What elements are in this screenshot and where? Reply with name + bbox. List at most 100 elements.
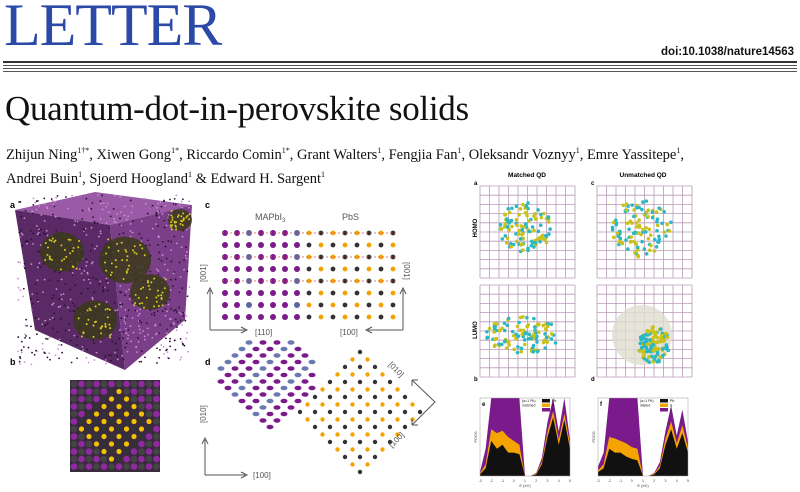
- lattice-atom: [287, 353, 295, 358]
- qd-atom: [174, 224, 177, 227]
- lattice-atom: [17, 298, 20, 301]
- lattice-atom: [150, 313, 153, 316]
- lattice-atom: [60, 343, 63, 346]
- perovskite-atom: [108, 380, 115, 388]
- orbital-lobe: [523, 342, 527, 347]
- lattice-atom: [58, 344, 60, 346]
- lattice-atom: [136, 351, 138, 353]
- qd-atom: [146, 418, 152, 425]
- lattice-atom: [116, 309, 119, 311]
- orbital-lobe: [511, 333, 516, 338]
- lattice-atom: [59, 305, 62, 308]
- lattice-atom: [365, 357, 370, 362]
- lattice-atom: [54, 354, 57, 357]
- lattice-atom: [179, 319, 182, 322]
- lattice-atom: [354, 290, 360, 296]
- perovskite-atom: [138, 463, 145, 470]
- lattice-atom: [222, 230, 228, 236]
- perovskite-atom: [153, 425, 160, 433]
- qd-atom: [188, 218, 191, 221]
- lattice-atom: [335, 447, 340, 452]
- lattice-atom: [19, 357, 22, 360]
- lattice-atom: [172, 285, 174, 288]
- lattice-atom: [222, 290, 228, 296]
- lattice-atom: [37, 228, 40, 231]
- lattice-atom: [54, 215, 57, 218]
- lattice-atom: [246, 254, 252, 260]
- qd-atom: [69, 238, 72, 241]
- lattice-atom: [350, 447, 355, 452]
- lattice-atom: [158, 236, 160, 239]
- qd-atom: [179, 222, 182, 225]
- lattice-atom: [320, 402, 325, 407]
- qd-atom: [116, 396, 122, 402]
- lattice-atom: [99, 340, 102, 343]
- lattice-atom: [156, 332, 158, 335]
- doi-link[interactable]: doi:10.1038/nature14563: [661, 46, 794, 58]
- lattice-atom: [176, 321, 179, 323]
- lattice-atom: [69, 310, 72, 312]
- lattice-atom: [234, 266, 240, 272]
- lattice-atom: [120, 305, 123, 308]
- lattice-atom: [163, 353, 165, 355]
- lattice-atom: [231, 353, 239, 358]
- perovskite-atom: [130, 463, 138, 470]
- lattice-atom: [125, 218, 128, 221]
- lattice-atom: [183, 268, 185, 271]
- qd-atom: [116, 426, 122, 432]
- lattice-atom: [37, 266, 39, 269]
- orbital-lobe: [520, 232, 524, 237]
- lattice-atom: [161, 310, 164, 313]
- perovskite-atom: [153, 388, 160, 395]
- lattice-atom: [161, 254, 164, 256]
- qd-atom: [104, 324, 107, 327]
- lattice-atom: [32, 242, 35, 245]
- lattice-atom: [365, 417, 370, 422]
- lattice-atom: [90, 207, 93, 210]
- panel-label-a: a: [474, 181, 478, 187]
- lattice-atom: [270, 230, 276, 236]
- lattice-atom: [178, 204, 181, 206]
- lattice-atom: [73, 224, 76, 226]
- pdos-chart-f: -3 -2 -1 0 1 2 3 4 5 E (eV) PDOS f (a=1 Pb)dilated Pb…: [591, 397, 689, 488]
- qd-atom: [148, 288, 151, 291]
- lattice-atom: [402, 409, 408, 415]
- lattice-atom: [129, 199, 132, 202]
- orbital-lobe: [500, 237, 505, 241]
- lattice-atom: [238, 346, 246, 352]
- perovskite-atom: [115, 380, 123, 388]
- lattice-atom: [165, 332, 168, 335]
- orbital-lobe: [535, 322, 540, 327]
- lattice-atom: [172, 322, 175, 324]
- qd-atom: [108, 456, 115, 462]
- lattice-atom: [234, 302, 240, 308]
- lattice-atom: [17, 277, 19, 280]
- perovskite-atom: [85, 455, 93, 463]
- x-tick-label: 3: [547, 479, 549, 483]
- lattice-atom: [86, 348, 89, 351]
- lattice-atom: [109, 215, 112, 218]
- lattice-atom: [97, 194, 100, 197]
- lattice-atom: [366, 266, 372, 272]
- perovskite-atom: [70, 380, 78, 388]
- lattice-atom: [17, 261, 20, 263]
- lattice-atom: [90, 262, 93, 265]
- lattice-atom: [131, 317, 134, 319]
- qd-atom: [116, 418, 122, 425]
- orbital-lobe: [519, 224, 524, 228]
- lattice-atom: [155, 223, 157, 226]
- lattice-atom: [127, 309, 130, 312]
- lattice-atom: [365, 462, 370, 467]
- perovskite-atom: [93, 455, 100, 463]
- lattice-atom: [246, 242, 252, 248]
- lattice-atom: [170, 240, 172, 243]
- qd-atom: [82, 331, 85, 334]
- lattice-atom: [31, 351, 33, 354]
- lattice-atom: [22, 295, 24, 298]
- legend-swatch-Pb: [660, 399, 668, 403]
- lattice-atom: [158, 258, 160, 260]
- lattice-atom: [17, 286, 20, 289]
- qd-atom: [123, 418, 130, 425]
- lattice-atom: [73, 334, 76, 337]
- orbital-lobe: [505, 323, 510, 328]
